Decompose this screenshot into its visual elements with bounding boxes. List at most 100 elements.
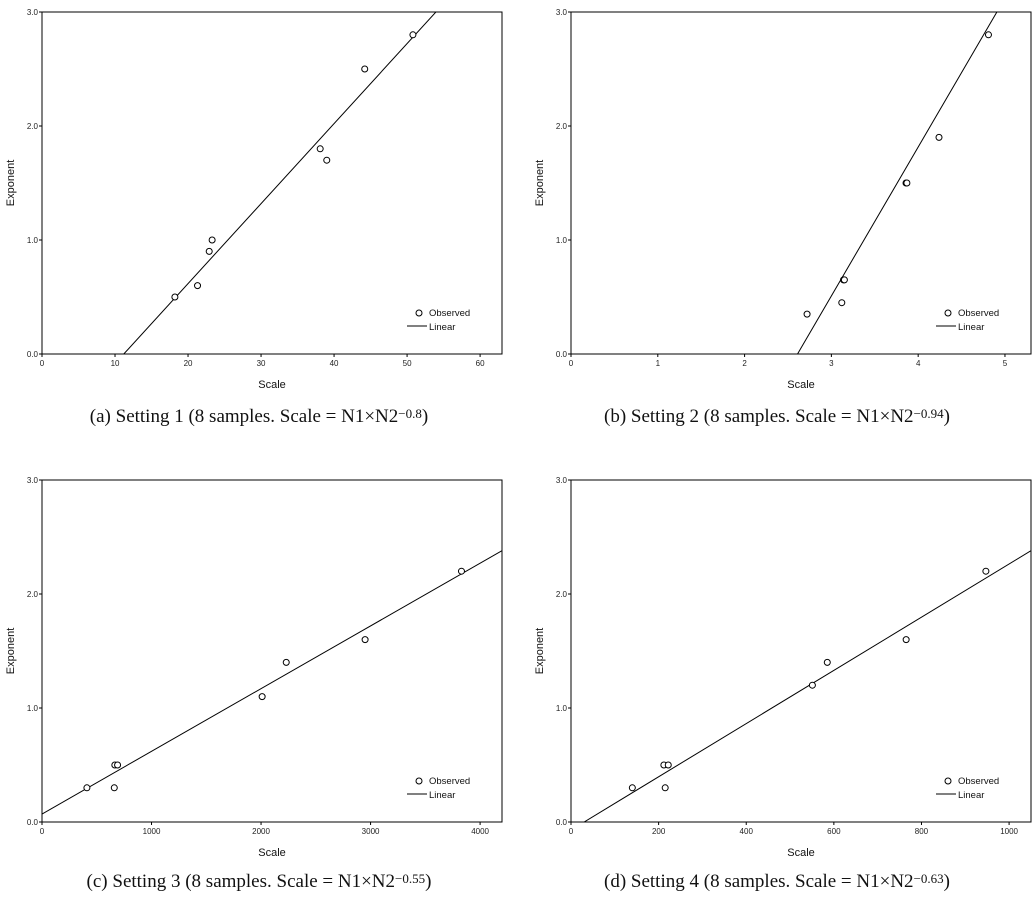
x-tick-label: 20 — [184, 359, 193, 368]
scatter-plot-a: 0.0 1.0 2.0 3.0 0 10 20 30 40 50 60 Scale Exponent Ob… — [5, 8, 503, 391]
y-axis-label: Exponent — [534, 160, 546, 206]
x-axis-label: Scale — [258, 379, 286, 391]
y-tick-label: 2.0 — [556, 122, 568, 131]
observed-point — [823, 658, 831, 666]
x-tick-label: 0 — [40, 827, 45, 836]
legend-observed-marker — [944, 309, 952, 317]
plot-frame — [41, 11, 503, 355]
caption-d: (d) Setting 4 (8 samples. Scale = N1×N2−… — [518, 871, 1036, 893]
caption-exponent: −0.94 — [913, 406, 944, 421]
observed-point — [808, 681, 816, 689]
caption-suffix: ) — [943, 871, 950, 892]
plot-frame — [41, 479, 503, 823]
y-tick-label: 0.0 — [27, 350, 39, 359]
x-tick-label: 10 — [111, 359, 120, 368]
observed-point — [282, 658, 290, 666]
caption-suffix: ) — [421, 406, 429, 427]
scatter-plot-c: 0.0 1.0 2.0 3.0 0 1000 2000 3000 4000 Scale Expone… — [5, 476, 503, 859]
observed-point — [838, 299, 846, 307]
caption-label: (b) — [604, 406, 627, 427]
x-tick-label: 600 — [827, 827, 841, 836]
plot-frame — [570, 479, 1032, 823]
y-tick-label: 1.0 — [556, 236, 568, 245]
observed-point — [982, 567, 990, 575]
plot-frame — [570, 11, 1032, 355]
y-tick-label: 1.0 — [27, 236, 39, 245]
linear-fit-line — [123, 12, 437, 354]
legend-observed-label: Observed — [429, 308, 470, 319]
x-tick-label: 200 — [652, 827, 666, 836]
y-tick-label: 3.0 — [27, 8, 39, 17]
caption-label: (c) — [86, 871, 108, 892]
x-tick-label: 4000 — [471, 827, 489, 836]
y-tick-label: 0.0 — [556, 818, 568, 827]
x-tick-label: 60 — [476, 359, 485, 368]
caption-setting: Setting 4 — [630, 871, 699, 892]
x-tick-label: 0 — [569, 827, 574, 836]
y-axis-label: Exponent — [534, 628, 546, 674]
observed-point — [984, 31, 992, 39]
legend-observed-label: Observed — [429, 776, 470, 787]
x-tick-label: 2000 — [252, 827, 270, 836]
observed-point — [935, 133, 943, 141]
linear-fit-line — [583, 550, 1031, 822]
x-tick-label: 50 — [403, 359, 412, 368]
linear-fit-line — [797, 12, 998, 354]
chart-panel-b: 0.0 1.0 2.0 3.0 0 1 2 3 4 5 Scale Exponent Observed L… — [518, 0, 1036, 453]
y-tick-label: 0.0 — [556, 350, 568, 359]
y-tick-label: 2.0 — [27, 590, 39, 599]
x-tick-label: 0 — [40, 359, 45, 368]
x-tick-label: 3 — [829, 359, 834, 368]
observed-point — [110, 784, 118, 792]
chart-panel-a: 0.0 1.0 2.0 3.0 0 10 20 30 40 50 60 Scale Exponent Ob… — [0, 0, 518, 453]
caption-suffix: ) — [943, 406, 950, 427]
caption-prefix: (8 samples. Scale = N1×N2 — [188, 406, 399, 427]
observed-point — [258, 693, 266, 701]
observed-point — [205, 247, 213, 255]
observed-point — [902, 636, 910, 644]
observed-point — [628, 784, 636, 792]
observed-point — [171, 293, 179, 301]
observed-point — [316, 145, 324, 153]
y-tick-label: 3.0 — [556, 476, 568, 485]
legend-linear-label: Linear — [429, 322, 455, 333]
legend-observed-marker — [415, 309, 423, 317]
chart-panel-c: 0.0 1.0 2.0 3.0 0 1000 2000 3000 4000 Scale Expone… — [0, 453, 518, 907]
x-tick-label: 0 — [569, 359, 574, 368]
legend-observed-marker — [415, 777, 423, 785]
observed-point — [323, 156, 331, 164]
x-tick-label: 1000 — [1000, 827, 1018, 836]
legend-linear-label: Linear — [429, 790, 455, 801]
x-tick-label: 2 — [742, 359, 747, 368]
caption-setting: Setting 3 — [112, 871, 181, 892]
y-tick-label: 1.0 — [556, 704, 568, 713]
x-axis-label: Scale — [787, 847, 815, 859]
x-tick-label: 30 — [257, 359, 266, 368]
x-axis-label: Scale — [787, 379, 815, 391]
caption-c: (c) Setting 3 (8 samples. Scale = N1×N2−… — [0, 871, 518, 893]
y-tick-label: 0.0 — [27, 818, 39, 827]
y-tick-label: 2.0 — [27, 122, 39, 131]
caption-setting: Setting 1 — [115, 406, 184, 427]
x-tick-label: 5 — [1003, 359, 1008, 368]
y-axis-label: Exponent — [5, 160, 17, 206]
observed-point — [903, 179, 911, 187]
x-tick-label: 1000 — [143, 827, 161, 836]
linear-fit-line — [42, 550, 502, 815]
observed-point — [83, 784, 91, 792]
scatter-plot-d: 0.0 1.0 2.0 3.0 0 200 400 600 800 1000 Scale Expone… — [534, 476, 1032, 859]
caption-exponent: −0.63 — [913, 871, 944, 886]
caption-label: (d) — [604, 871, 627, 892]
observed-point — [457, 567, 465, 575]
observed-point — [114, 761, 122, 769]
x-axis-label: Scale — [258, 847, 286, 859]
caption-prefix: (8 samples. Scale = N1×N2 — [185, 871, 396, 892]
x-tick-label: 800 — [915, 827, 929, 836]
observed-point — [840, 276, 848, 284]
chart-panel-d: 0.0 1.0 2.0 3.0 0 200 400 600 800 1000 Scale Expone… — [518, 453, 1036, 907]
observed-point — [803, 310, 811, 318]
y-tick-label: 2.0 — [556, 590, 568, 599]
x-tick-label: 3000 — [362, 827, 380, 836]
caption-setting: Setting 2 — [630, 406, 699, 427]
y-tick-label: 3.0 — [27, 476, 39, 485]
